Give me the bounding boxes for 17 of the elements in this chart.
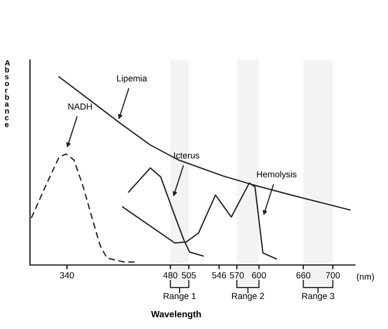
x-tick-label: 505 bbox=[182, 272, 196, 278]
x-tick-label: 660 bbox=[296, 272, 310, 278]
x-tick-label: 570 bbox=[230, 272, 244, 278]
annotation: NADH bbox=[68, 104, 92, 110]
x-tick-label: 480 bbox=[163, 272, 178, 278]
annotation: Lipemia bbox=[117, 75, 148, 84]
x-tick-label: 600 bbox=[252, 272, 266, 278]
band-label: Range 1 bbox=[164, 292, 196, 301]
x-tick-label: 700 bbox=[326, 272, 340, 278]
annotation: Icterus bbox=[174, 152, 200, 159]
band-label: Range 3 bbox=[302, 292, 334, 301]
x-tick-label: 340 bbox=[60, 272, 74, 278]
band-label: Range 2 bbox=[232, 292, 264, 301]
text: (nm) bbox=[356, 273, 374, 282]
x-axis-title: Wavelength bbox=[151, 310, 201, 320]
annotation: Hemolysis bbox=[257, 170, 296, 180]
x-tick-label: 546 bbox=[212, 272, 226, 278]
